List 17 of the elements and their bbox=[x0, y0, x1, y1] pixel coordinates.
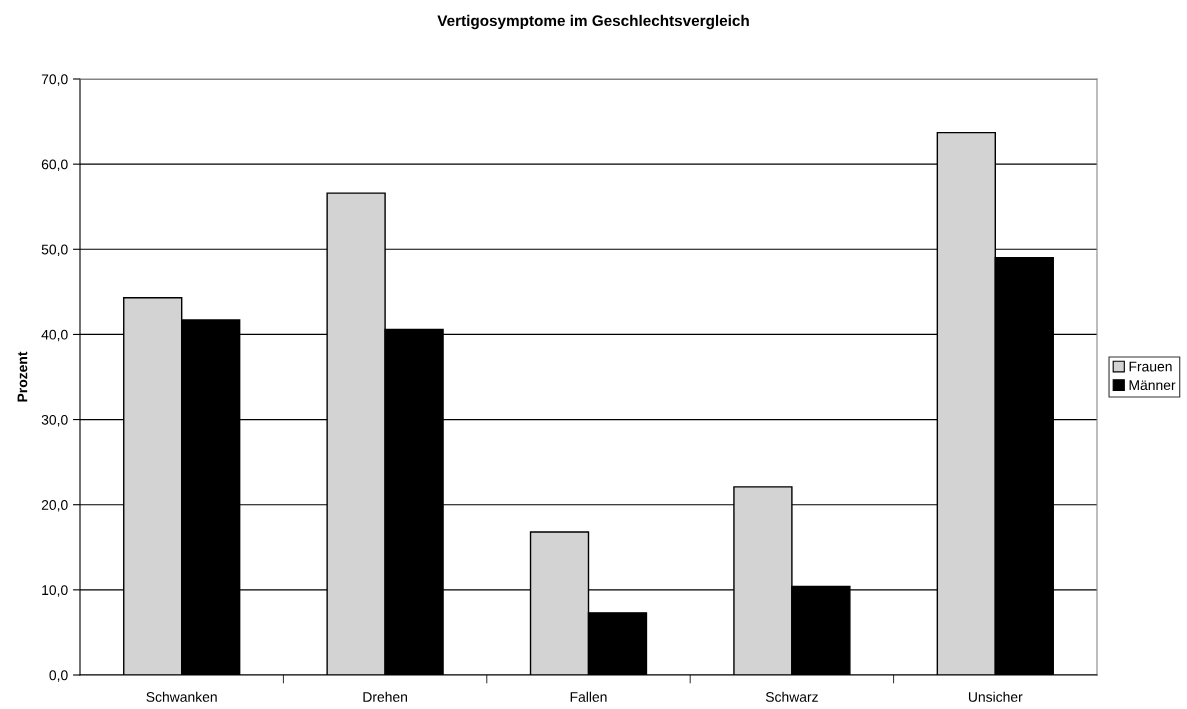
y-tick-label: 10,0 bbox=[42, 585, 68, 597]
x-tick-label: Drehen bbox=[363, 691, 407, 702]
y-tick-label: 40,0 bbox=[41, 329, 68, 342]
x-tick-label: Fallen bbox=[570, 691, 607, 702]
chart-title: Vertigosymptome im Geschlechtsvergleich bbox=[437, 14, 749, 30]
y-tick-label: 20,0 bbox=[41, 500, 68, 512]
y-tick-label: 0,0 bbox=[49, 670, 68, 682]
y-tick-label: 30,0 bbox=[41, 414, 68, 427]
y-axis-title: Prozent bbox=[17, 351, 28, 402]
x-tick-label: Schwarz bbox=[765, 691, 818, 702]
x-tick-label: Unsicher bbox=[968, 691, 1023, 702]
x-tick-label: Schwanken bbox=[146, 691, 217, 702]
legend-label: Frauen bbox=[1129, 361, 1172, 372]
y-tick-label: 50,0 bbox=[41, 244, 68, 257]
y-tick-label: 60,0 bbox=[41, 159, 68, 171]
legend-label: Männer bbox=[1129, 380, 1176, 391]
y-tick-label: 70,0 bbox=[41, 74, 68, 86]
